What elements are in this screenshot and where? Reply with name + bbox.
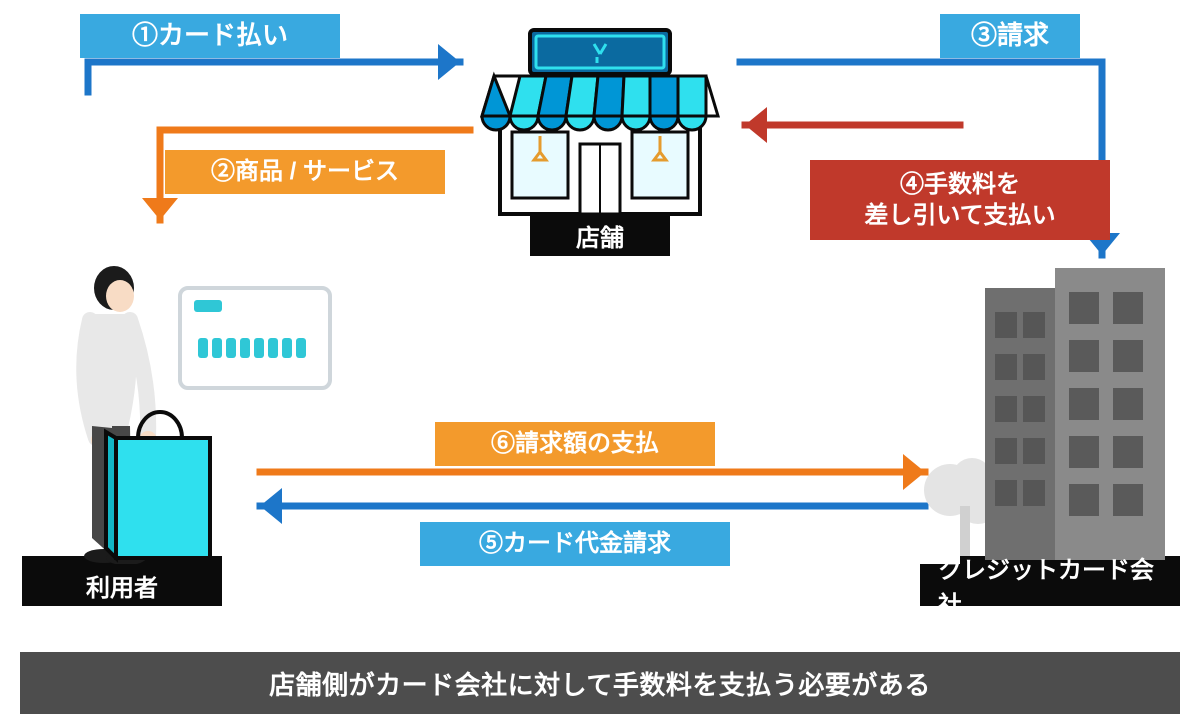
flow-label-3: ③請求 xyxy=(940,14,1080,58)
store-label: 店舗 xyxy=(530,214,670,256)
flow-label-5: ⑤カード代金請求 xyxy=(420,522,730,566)
flow-label-2: ②商品 / サービス xyxy=(165,150,445,194)
user-label: 利用者 xyxy=(22,564,222,606)
caption-bar: 店舗側がカード会社に対して手数料を支払う必要がある xyxy=(20,652,1180,714)
flow-label-4: ④手数料を 差し引いて支払い xyxy=(810,160,1110,240)
company-label: クレジットカード会社 xyxy=(920,564,1180,606)
flow-arrow-1 xyxy=(88,62,460,92)
flow-label-1: ①カード払い xyxy=(80,14,340,58)
flow-label-6: ⑥請求額の支払 xyxy=(435,422,715,466)
